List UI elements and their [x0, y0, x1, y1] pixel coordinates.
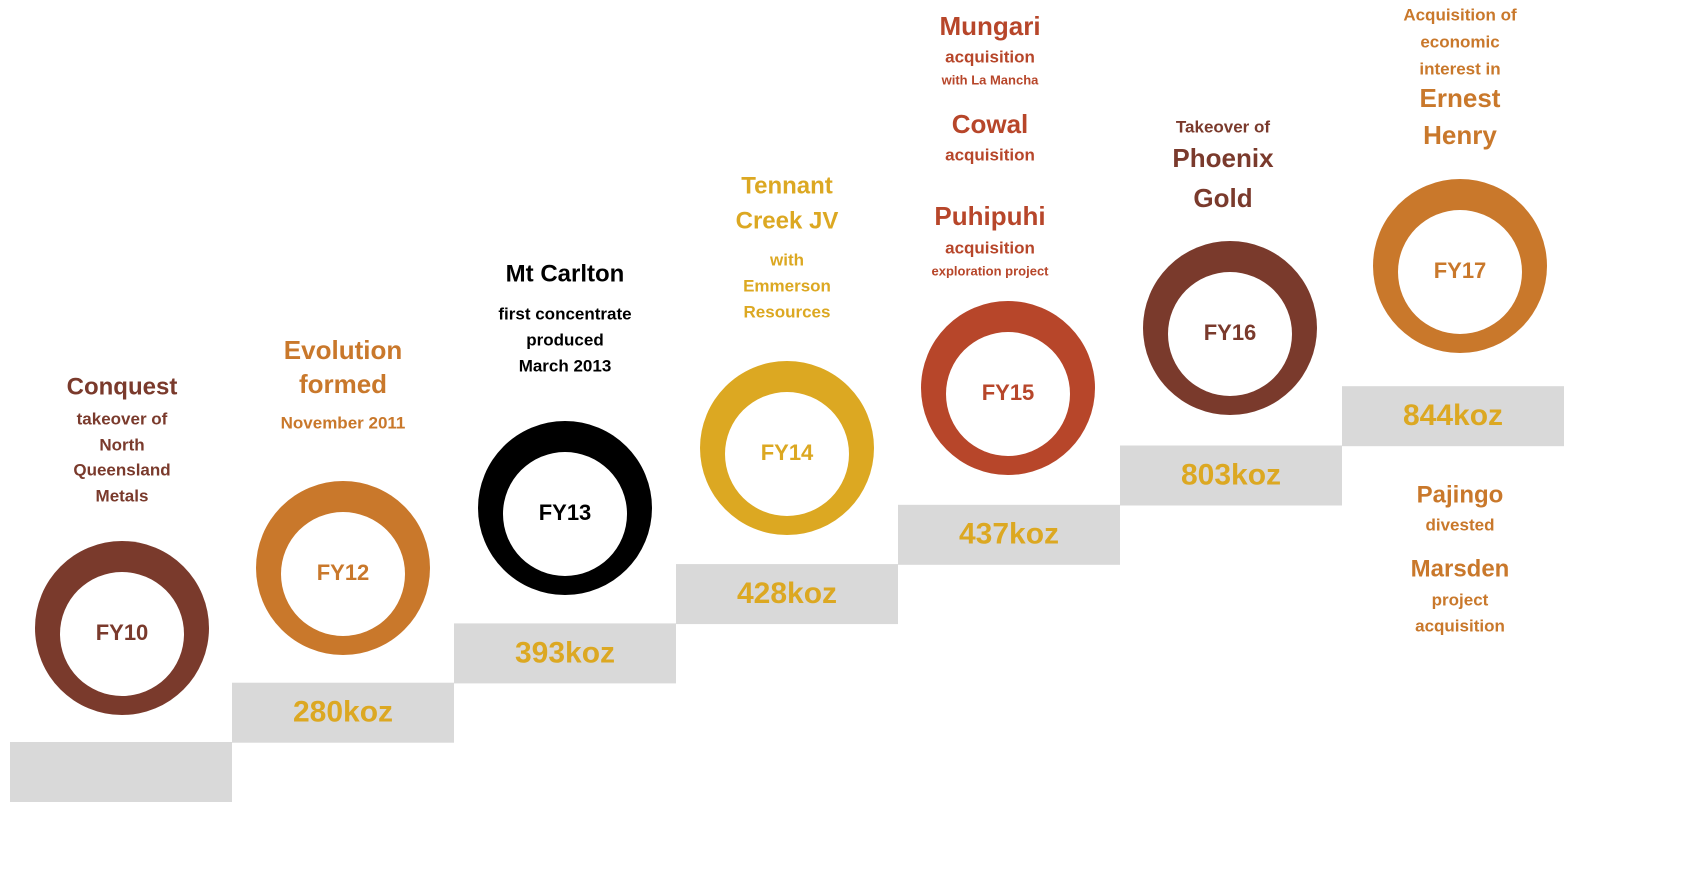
event-text: Conquest: [67, 373, 178, 400]
step: [898, 504, 1120, 565]
ring-inner: [1168, 272, 1292, 396]
year: FY17: [1434, 258, 1487, 283]
step: [454, 623, 676, 684]
production: 393koz: [515, 636, 615, 669]
event-text: economic: [1420, 32, 1499, 51]
event-text: Takeover of: [1176, 117, 1271, 136]
production: 437koz: [959, 518, 1059, 551]
ring-inner: [60, 572, 184, 696]
event-text: Phoenix: [1172, 143, 1274, 173]
event-text: with La Mancha: [941, 72, 1040, 87]
year: FY14: [761, 440, 814, 465]
event-text: acquisition: [945, 145, 1035, 164]
production: 844koz: [1403, 399, 1503, 432]
event-text: Ernest: [1420, 83, 1501, 113]
event-text: Puhipuhi: [934, 201, 1045, 231]
event-text: Henry: [1423, 120, 1497, 150]
year: FY13: [539, 500, 592, 525]
event-text: interest in: [1419, 59, 1500, 78]
event-text: with: [769, 250, 804, 269]
event-text: first concentrate: [498, 304, 631, 323]
event-text: formed: [299, 369, 387, 399]
year: FY12: [317, 560, 370, 585]
step: [1342, 386, 1564, 447]
note-text: acquisition: [1415, 616, 1505, 635]
production: 280koz: [293, 696, 393, 729]
event-text: Cowal: [952, 109, 1029, 139]
step: [676, 564, 898, 625]
production: 428koz: [737, 577, 837, 610]
step: [232, 682, 454, 743]
event-text: March 2013: [519, 356, 612, 375]
note-text: Marsden: [1411, 555, 1510, 582]
year: FY10: [96, 620, 149, 645]
note-text: divested: [1426, 515, 1495, 534]
event-text: acquisition: [945, 238, 1035, 257]
note-text: Pajingo: [1417, 481, 1504, 508]
event-text: Creek JV: [736, 207, 839, 234]
event-text: Mungari: [939, 11, 1040, 41]
ring-inner: [946, 332, 1070, 456]
year: FY16: [1204, 320, 1257, 345]
event-text: North: [99, 435, 144, 454]
event-text: produced: [526, 330, 603, 349]
event-text: Evolution: [284, 335, 402, 365]
event-text: Emmerson: [743, 276, 831, 295]
event-text: Acquisition of: [1403, 5, 1517, 24]
ring-inner: [725, 392, 849, 516]
event-text: acquisition: [945, 47, 1035, 66]
step: [10, 742, 232, 802]
ring-inner: [503, 452, 627, 576]
event-text: Resources: [744, 302, 831, 321]
event-text: November 2011: [281, 413, 406, 432]
production: 803koz: [1181, 458, 1281, 491]
event-text: exploration project: [931, 263, 1049, 278]
year: FY15: [982, 380, 1035, 405]
step: [1120, 445, 1342, 506]
event-text: Mt Carlton: [506, 260, 625, 287]
event-text: Gold: [1193, 183, 1252, 213]
event-text: Tennant: [741, 172, 833, 199]
event-text: Metals: [96, 486, 149, 505]
event-text: Queensland: [73, 460, 170, 479]
ring-inner: [1398, 210, 1522, 334]
ring-inner: [281, 512, 405, 636]
event-text: takeover of: [77, 409, 168, 428]
note-text: project: [1432, 590, 1489, 609]
